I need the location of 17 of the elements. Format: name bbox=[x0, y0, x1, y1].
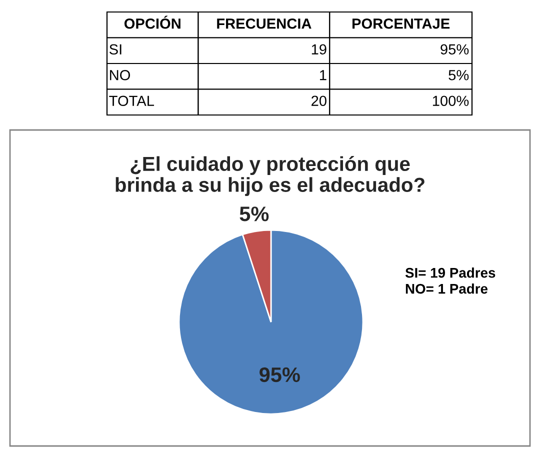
text: TOTAL bbox=[109, 96, 154, 106]
chart-title: ¿El cuidado y protección que brinda a su hijo es el adecuado? bbox=[116, 156, 424, 196]
text: 100% bbox=[432, 96, 469, 106]
pie-slice bbox=[178, 229, 364, 415]
text: 5% bbox=[448, 70, 469, 80]
text: 19 bbox=[312, 44, 326, 55]
text: FRECUENCIA bbox=[217, 18, 312, 29]
text: 95% bbox=[440, 44, 469, 55]
text: PORCENTAJE bbox=[352, 18, 450, 29]
text: SI= 19 Padres NO= 1 Padre bbox=[405, 268, 496, 294]
data-label: 95% bbox=[260, 367, 300, 382]
text: 1 bbox=[320, 70, 326, 80]
data-label: 5% bbox=[240, 206, 269, 222]
text: OPCIÓN bbox=[124, 16, 180, 29]
text: SI bbox=[109, 44, 122, 55]
text: NO bbox=[110, 70, 130, 80]
text: 20 bbox=[312, 96, 326, 106]
